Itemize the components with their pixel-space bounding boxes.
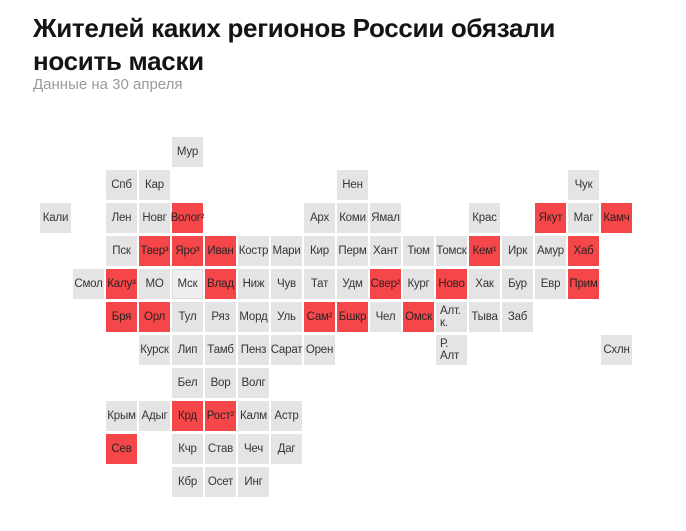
region-tile-Орл: Орл [139, 302, 170, 332]
region-tile-Крас: Крас [469, 203, 500, 233]
region-tile-Морд: Морд [238, 302, 269, 332]
region-tile-Адыг: Адыг [139, 401, 170, 431]
region-tile-Кар: Кар [139, 170, 170, 200]
region-tile-Схлн: Схлн [601, 335, 632, 365]
region-tile-Тат: Тат [304, 269, 335, 299]
region-tile-Новг: Новг [139, 203, 170, 233]
region-tile-Лип: Лип [172, 335, 203, 365]
region-tile-Хак: Хак [469, 269, 500, 299]
region-tile-Прим: Прим [568, 269, 599, 299]
region-tile-Хант: Хант [370, 236, 401, 266]
region-tile-Смол: Смол [73, 269, 104, 299]
region-tile-Арх: Арх [304, 203, 335, 233]
region-tile-Курск: Курск [139, 335, 170, 365]
region-tile-Влад: Влад [205, 269, 236, 299]
region-tile-Твер³: Твер³ [139, 236, 170, 266]
region-tile-Иван: Иван [205, 236, 236, 266]
region-tile-Спб: Спб [106, 170, 137, 200]
region-tile-Калу³: Калу³ [106, 269, 137, 299]
region-tile-Кбр: Кбр [172, 467, 203, 497]
region-tile-Мур: Мур [172, 137, 203, 167]
region-tile-Тамб: Тамб [205, 335, 236, 365]
page-title: Жителей каких регионов России обязали но… [33, 13, 556, 76]
region-tile-Рост²: Рост² [205, 401, 236, 431]
region-tile-Лен: Лен [106, 203, 137, 233]
region-tile-Волог²: Волог² [171, 203, 205, 233]
region-tile-МО: МО [139, 269, 170, 299]
region-tile-Орен: Орен [304, 335, 335, 365]
region-tile-Уль: Уль [271, 302, 302, 332]
region-tile-Сев: Сев [106, 434, 137, 464]
region-tile-Волг: Волг [238, 368, 269, 398]
region-tile-Чук: Чук [568, 170, 599, 200]
region-tile-Тыва: Тыва [469, 302, 500, 332]
region-tile-Ирк: Ирк [502, 236, 533, 266]
region-tile-Инг: Инг [238, 467, 269, 497]
region-tile-Ряз: Ряз [205, 302, 236, 332]
region-tile-Вор: Вор [205, 368, 236, 398]
region-tile-Бшкр: Бшкр [337, 302, 368, 332]
region-tile-Костр: Костр [238, 236, 269, 266]
region-tile-Нен: Нен [337, 170, 368, 200]
region-tile-Крым: Крым [106, 401, 137, 431]
region-tile-Крд: Крд [172, 401, 203, 431]
region-tile-Кир: Кир [304, 236, 335, 266]
region-tile-Заб: Заб [502, 302, 533, 332]
region-tile-Кем¹: Кем¹ [469, 236, 500, 266]
region-tile-Бур: Бур [502, 269, 533, 299]
region-tile-Кург: Кург [403, 269, 434, 299]
region-tile-Хаб: Хаб [568, 236, 599, 266]
region-tile-Амур: Амур [535, 236, 566, 266]
region-tile-Калм: Калм [238, 401, 269, 431]
region-tile-Кчр: Кчр [172, 434, 203, 464]
region-tile-Ямал: Ямал [370, 203, 401, 233]
region-tile-Пенз: Пенз [238, 335, 269, 365]
region-tile-Томск: Томск [436, 236, 467, 266]
region-tile-Астр: Астр [271, 401, 302, 431]
region-tile-Омск: Омск [403, 302, 434, 332]
region-tile-Якут: Якут [535, 203, 566, 233]
region-tile-Кали: Кали [40, 203, 71, 233]
region-tile-Сам²: Сам² [304, 302, 335, 332]
region-tile-Чел: Чел [370, 302, 401, 332]
region-tile-Бря: Бря [106, 302, 137, 332]
region-tile-Свер²: Свер² [370, 269, 401, 299]
region-tile-Пск: Пск [106, 236, 137, 266]
region-tile-Ново: Ново [436, 269, 467, 299]
region-tile-Тул: Тул [172, 302, 203, 332]
region-tile-Алт.к.: Алт. к. [436, 302, 467, 332]
region-tile-Мск: Мск [172, 269, 203, 299]
region-tile-Евр: Евр [535, 269, 566, 299]
region-tile-Перм: Перм [337, 236, 368, 266]
region-tile-Осет: Осет [205, 467, 236, 497]
region-tile-Мари: Мари [271, 236, 302, 266]
region-tile-Коми: Коми [337, 203, 368, 233]
region-tile-Чув: Чув [271, 269, 302, 299]
region-tile-Ниж: Ниж [238, 269, 269, 299]
page-subtitle: Данные на 30 апреля [33, 76, 183, 93]
region-tile-Камч: Камч [601, 203, 632, 233]
region-tile-Маг: Маг [568, 203, 599, 233]
region-tile-Яро³: Яро³ [172, 236, 203, 266]
region-tile-Тюм: Тюм [403, 236, 434, 266]
region-tile-Бел: Бел [172, 368, 203, 398]
region-tile-Удм: Удм [337, 269, 368, 299]
region-tile-Чеч: Чеч [238, 434, 269, 464]
region-tile-Став: Став [205, 434, 236, 464]
region-tile-Р.Алт: Р. Алт [436, 335, 467, 365]
region-tile-Даг: Даг [271, 434, 302, 464]
region-tile-Сарат: Сарат [271, 335, 303, 365]
